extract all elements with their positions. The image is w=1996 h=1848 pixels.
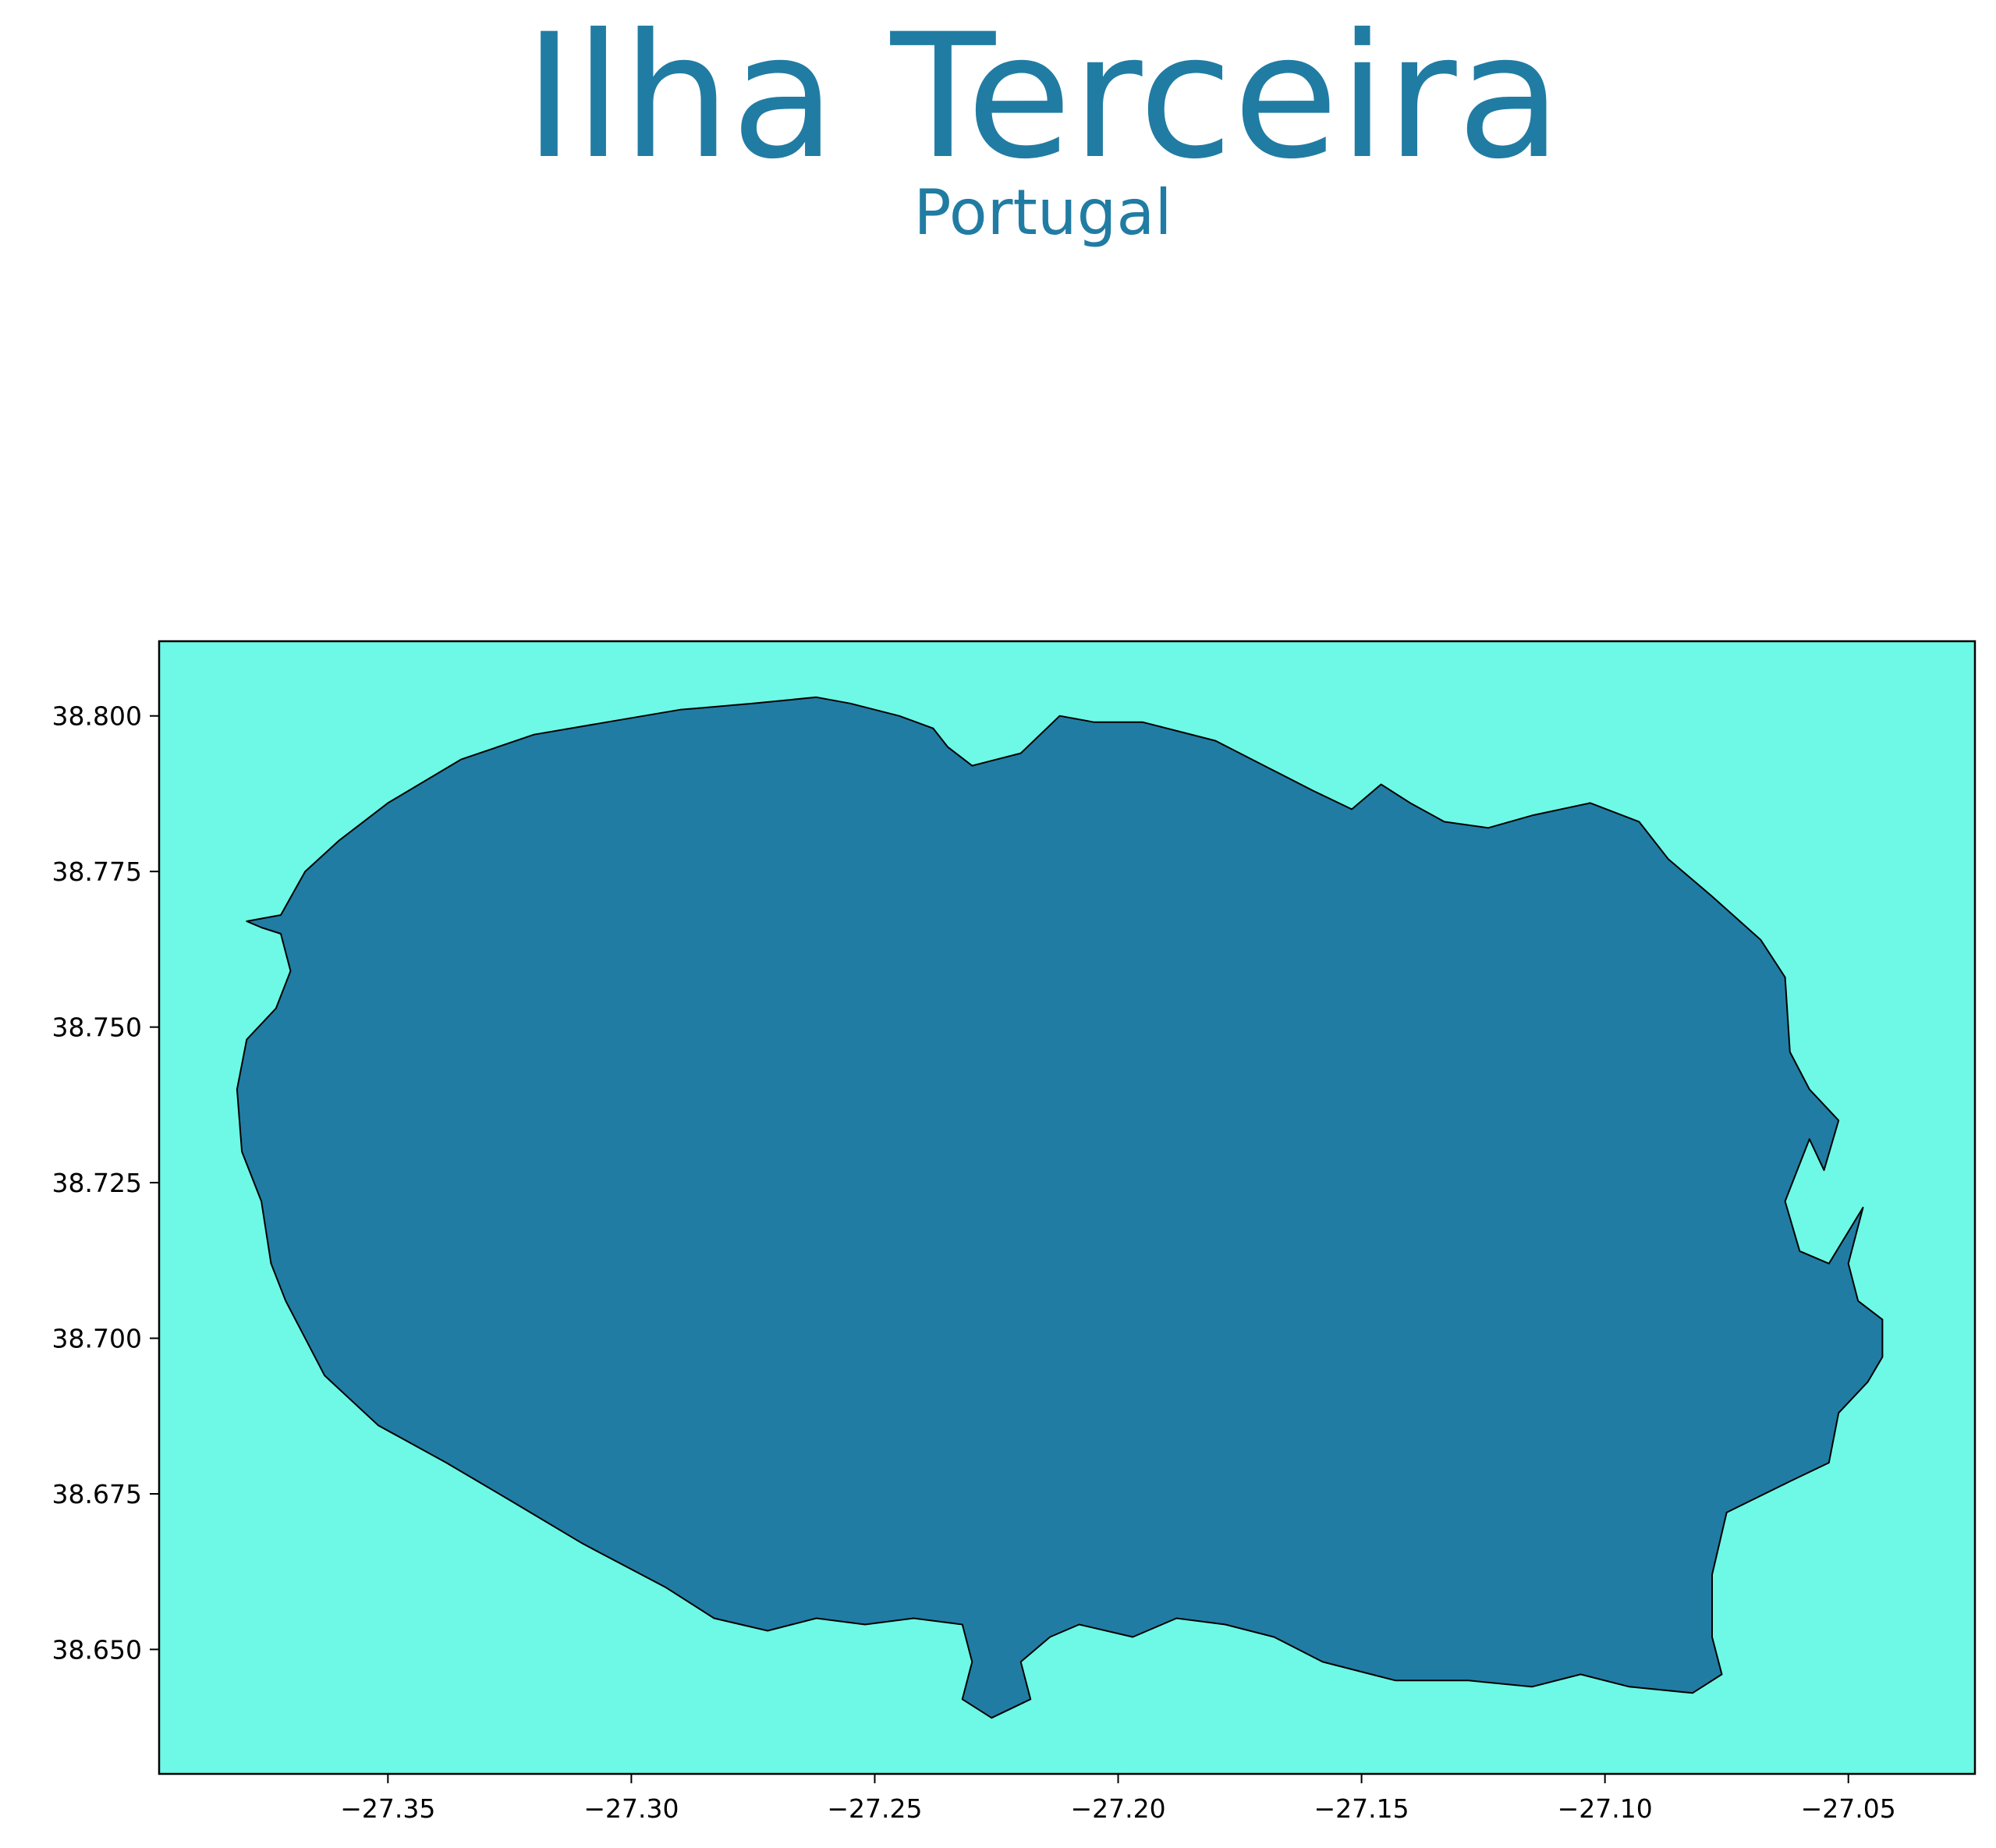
x-tick-label: −27.35 (340, 1793, 435, 1824)
island-terceira (236, 696, 1884, 1719)
x-tick-label: −27.05 (1801, 1793, 1896, 1824)
x-tick-label: −27.10 (1558, 1793, 1653, 1824)
axes-frame (158, 640, 1977, 1775)
map-title: Ilha Terceira (524, 0, 1562, 197)
y-tick-label: 38.700 (52, 1324, 142, 1354)
y-tick-label: 38.650 (52, 1634, 142, 1665)
x-tick-label: −27.15 (1314, 1793, 1409, 1824)
y-tick-label: 38.750 (52, 1013, 142, 1043)
y-tick-label: 38.800 (52, 701, 142, 732)
x-tick-label: −27.30 (583, 1793, 679, 1824)
y-tick-label: 38.675 (52, 1479, 142, 1509)
y-tick-label: 38.775 (52, 857, 142, 887)
map-subtitle: Portugal (913, 176, 1172, 249)
x-axis: −27.35 −27.30 −27.25 −27.20 −27.15 −27.10 −27.… (340, 1774, 1896, 1824)
y-tick-label: 38.725 (52, 1168, 142, 1198)
x-tick-label: −27.20 (1070, 1793, 1165, 1824)
y-axis: 38.650 38.675 38.700 38.725 38.750 38.775 38.8… (52, 701, 159, 1665)
x-tick-label: −27.25 (827, 1793, 922, 1824)
